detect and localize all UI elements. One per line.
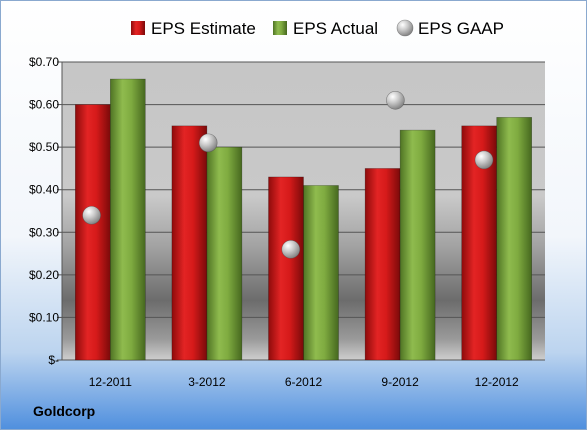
x-tick-label: 12-2012: [475, 375, 519, 389]
x-tick-label: 6-2012: [285, 375, 323, 389]
y-tick-label: $0.50: [29, 140, 59, 154]
y-tick-label: $0.60: [29, 98, 59, 112]
y-axis: $- $0.10 $0.20 $0.30 $0.40 $0.50 $0.60 $0.70: [29, 55, 63, 367]
legend-label: EPS Actual: [293, 19, 378, 38]
red-square-icon: [131, 21, 145, 35]
legend-label: EPS GAAP: [418, 19, 504, 38]
y-tick-label: $0.20: [29, 268, 59, 282]
y-tick-label: $0.70: [29, 55, 59, 69]
y-tick-label: $0.10: [29, 310, 59, 324]
y-tick-label: $-: [48, 353, 59, 367]
y-tick-label: $0.30: [29, 225, 59, 239]
x-tick-label: 12-2011: [89, 375, 132, 389]
bar-eps-estimate: [171, 125, 208, 361]
legend: EPS Estimate EPS Actual EPS GAAP: [131, 19, 504, 38]
bar-eps-estimate: [75, 104, 111, 361]
point-eps-gaap: [198, 133, 218, 153]
gaap-points: [82, 91, 494, 259]
bar-eps-actual: [303, 185, 339, 361]
point-eps-gaap: [386, 91, 405, 110]
bar-eps-estimate: [364, 168, 401, 361]
bar-eps-actual: [496, 117, 533, 361]
bar-eps-estimate: [268, 176, 304, 361]
bars: [75, 78, 533, 361]
point-eps-gaap: [82, 205, 101, 225]
gray-sphere-icon: [396, 19, 414, 37]
x-tick-label: 3-2012: [188, 375, 226, 389]
legend-label: EPS Estimate: [151, 19, 256, 38]
y-tick-label: $0.40: [29, 183, 59, 197]
bar-eps-actual: [399, 129, 436, 361]
company-name: Goldcorp: [33, 403, 95, 419]
x-tick-label: 9-2012: [381, 375, 419, 389]
bar-eps-actual: [206, 146, 243, 361]
point-eps-gaap: [281, 240, 301, 259]
green-square-icon: [273, 21, 287, 35]
bar-eps-actual: [110, 78, 146, 361]
x-axis: 12-2011 3-2012 6-2012 9-2012 12-2012: [89, 375, 519, 389]
point-eps-gaap: [474, 150, 494, 170]
